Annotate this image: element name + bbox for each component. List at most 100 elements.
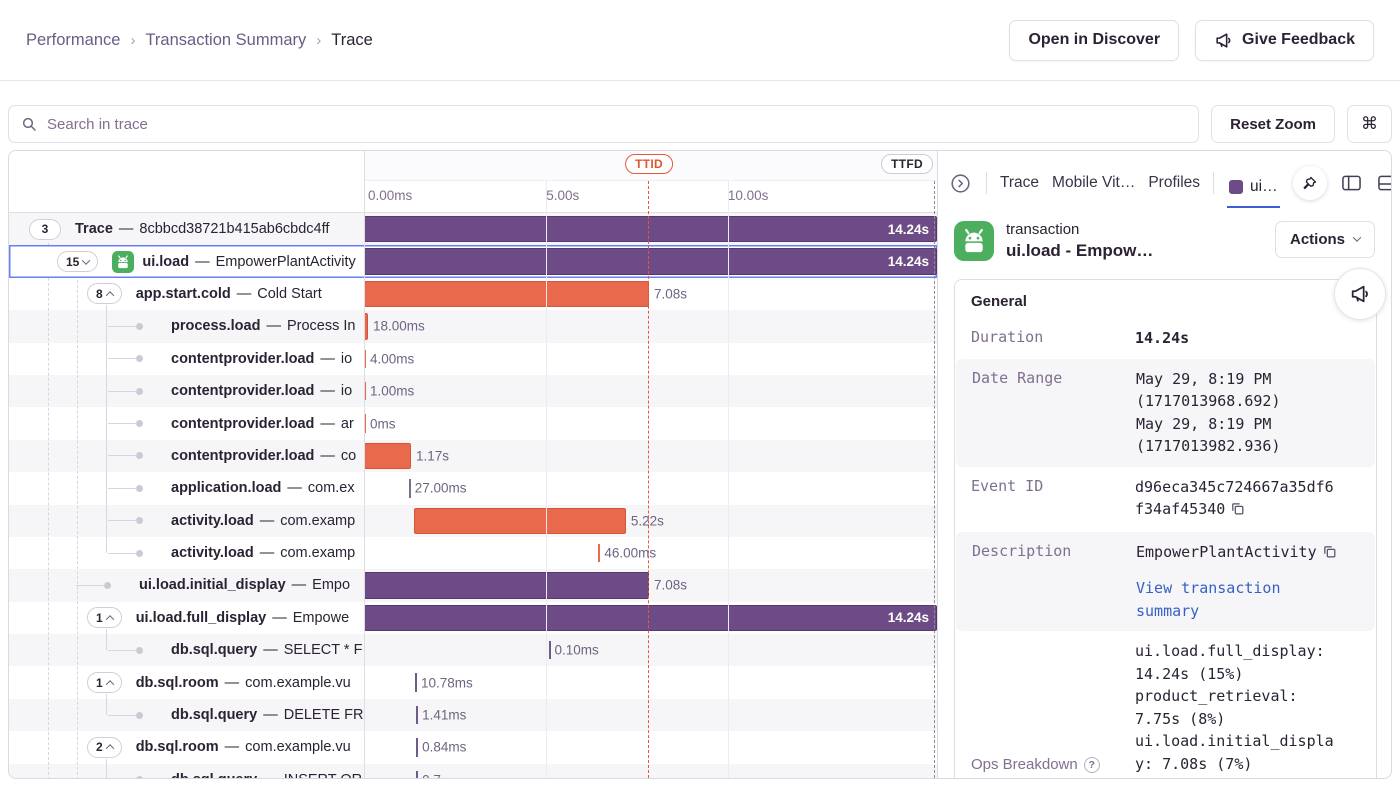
trace-row[interactable]: 2 db.sql.room — com.example.vu 0.84ms — [9, 731, 937, 763]
trace-row[interactable]: 15 ui.load — EmpowerPlantActivity 14.24s — [9, 245, 937, 278]
copy-icon[interactable] — [1230, 500, 1245, 523]
trace-row[interactable]: db.sql.query — INSERT OR 0.7 — [9, 763, 937, 778]
trace-row[interactable]: process.load — Process In 18.00ms — [9, 310, 937, 343]
trace-row[interactable]: application.load — com.ex 27.00ms — [9, 472, 937, 504]
dock-bottom-button[interactable] — [1376, 173, 1391, 193]
span-list-header — [9, 151, 364, 212]
span-duration-tick[interactable] — [548, 641, 551, 660]
duration-label: 27.00ms — [414, 480, 467, 496]
chevron-up-icon — [105, 615, 114, 624]
span-duration-bar[interactable] — [364, 280, 649, 308]
span-op: ui.load.full_display — [135, 609, 267, 626]
open-in-discover-button[interactable]: Open in Discover — [1009, 19, 1180, 61]
span-bar-cell: 27.00ms — [364, 472, 937, 504]
span-description: Cold Start — [257, 285, 322, 302]
expand-toggle-pill[interactable]: 15 — [57, 251, 99, 273]
span-duration-tick[interactable] — [364, 349, 366, 368]
expand-toggle-pill[interactable]: 1 — [87, 607, 122, 629]
shortcut-button[interactable]: ⌘ — [1347, 105, 1392, 143]
op-desc-separator: — — [272, 609, 287, 626]
ttid-badge[interactable]: TTID — [625, 154, 673, 174]
duration-label: 0.7 — [422, 772, 441, 778]
span-description: Process In — [286, 318, 356, 335]
search-box[interactable] — [8, 105, 1200, 143]
op-desc-separator: — — [320, 447, 335, 464]
span-op: db.sql.room — [135, 739, 219, 756]
trace-row[interactable]: db.sql.query — DELETE FR 1.41ms — [9, 698, 937, 732]
expand-toggle-pill[interactable]: 1 — [87, 672, 122, 694]
trace-row[interactable]: contentprovider.load — io 1.00ms — [9, 374, 937, 408]
span-bar-cell: 14.24s — [364, 602, 937, 634]
pin-icon — [1303, 176, 1317, 189]
expand-toggle-pill[interactable]: 3 — [29, 218, 61, 240]
span-description: com.examp — [280, 545, 356, 562]
reset-zoom-button[interactable]: Reset Zoom — [1211, 105, 1335, 143]
pin-tab-button[interactable] — [1292, 166, 1327, 200]
tab-trace[interactable]: Trace — [1000, 174, 1040, 191]
span-duration-tick[interactable] — [416, 770, 419, 778]
trace-row[interactable]: contentprovider.load — ar 0ms — [9, 407, 937, 439]
span-duration-bar[interactable]: 14.24s — [364, 216, 937, 243]
span-duration-tick[interactable] — [416, 705, 419, 725]
span-duration-tick[interactable] — [364, 381, 366, 401]
value-line: (1717013982.936) — [1136, 437, 1281, 455]
breadcrumb: Performance › Transaction Summary › Trac… — [26, 31, 373, 50]
trace-row[interactable]: contentprovider.load — co 1.17s — [9, 439, 937, 473]
breadcrumb-performance[interactable]: Performance — [26, 30, 121, 49]
child-count: 2 — [96, 740, 103, 755]
span-description: com.example.vu — [245, 674, 351, 691]
transaction-header: transaction ui.load - EmpowerPlantActivi… — [938, 215, 1391, 279]
span-duration-tick[interactable] — [416, 738, 419, 757]
tab-profiles[interactable]: Profiles — [1148, 174, 1201, 191]
breadcrumb-transaction-summary[interactable]: Transaction Summary — [145, 30, 307, 49]
trace-rows: 3 Trace —8cbbcd38721b415ab6cbdc4ff 14.24s 15… — [9, 213, 937, 778]
dock-left-button[interactable] — [1340, 173, 1363, 193]
feedback-widget-button[interactable] — [1334, 268, 1386, 320]
span-duration-bar[interactable]: 14.24s — [364, 248, 937, 275]
span-duration-bar[interactable]: 14.24s — [364, 604, 937, 632]
span-duration-bar[interactable] — [413, 507, 626, 534]
chevron-down-icon — [1352, 232, 1362, 242]
give-feedback-button[interactable]: Give Feedback — [1195, 19, 1374, 61]
trace-row[interactable]: 1 ui.load.full_display — Empowe 14.24s — [9, 602, 937, 634]
span-duration-bar[interactable] — [364, 572, 649, 599]
span-name-cell: activity.load — com.examp — [9, 505, 364, 537]
collapse-drawer-button[interactable] — [948, 171, 973, 196]
span-duration-tick[interactable] — [414, 673, 417, 692]
trace-row[interactable]: activity.load — com.examp 46.00ms — [9, 537, 937, 569]
trace-row[interactable]: 8 app.start.cold — Cold Start 7.08s — [9, 278, 937, 310]
ttfd-badge[interactable]: TTFD — [881, 154, 933, 174]
expand-toggle-pill[interactable]: 8 — [87, 283, 122, 305]
general-value: 14.24s — [1135, 327, 1340, 350]
trace-row[interactable]: db.sql.query — SELECT * F 0.10ms — [9, 634, 937, 667]
span-bar-cell: 0.10ms — [364, 634, 937, 666]
op-desc-separator: — — [236, 285, 252, 302]
expand-toggle-pill[interactable]: 2 — [87, 736, 122, 758]
span-duration-bar[interactable] — [364, 442, 411, 470]
trace-row[interactable]: activity.load — com.examp 5.22s — [9, 504, 937, 537]
trace-row[interactable]: ui.load.initial_display — Empo 7.08s — [9, 569, 937, 602]
time-axis: 0.00ms 5.00s 10.00s — [364, 181, 937, 212]
trace-row[interactable]: contentprovider.load — io 4.00ms — [9, 343, 937, 375]
view-transaction-summary-link[interactable]: View transaction summary — [1136, 579, 1281, 620]
span-bar-cell: 1.00ms — [364, 375, 937, 407]
trace-row[interactable]: 3 Trace — 8cbbcd38721b415ab6cbdc4ff 14.24s — [9, 213, 937, 246]
span-duration-tick[interactable] — [408, 479, 411, 498]
child-count: 15 — [66, 254, 80, 269]
tab-selected-span[interactable]: ui… — [1227, 170, 1280, 208]
span-duration-tick[interactable] — [364, 414, 366, 433]
span-bar-cell: 7.08s — [364, 569, 937, 601]
search-input[interactable] — [45, 114, 1187, 134]
span-duration-tick[interactable] — [598, 543, 601, 563]
tab-mobile-vitals[interactable]: Mobile Vit… — [1052, 174, 1136, 191]
breadcrumb-trace: Trace — [331, 30, 373, 49]
actions-button[interactable]: Actions — [1274, 221, 1375, 258]
tree-guide — [106, 629, 107, 650]
trace-row[interactable]: 1 db.sql.room — com.example.vu 10.78ms — [9, 666, 937, 698]
help-icon[interactable]: ? — [1083, 756, 1100, 773]
span-duration-bar[interactable] — [364, 313, 368, 340]
copy-icon[interactable] — [1322, 543, 1337, 566]
span-description: io — [340, 350, 353, 367]
span-op: application.load — [171, 480, 282, 497]
time-tick-label: 0.00ms — [368, 188, 413, 203]
